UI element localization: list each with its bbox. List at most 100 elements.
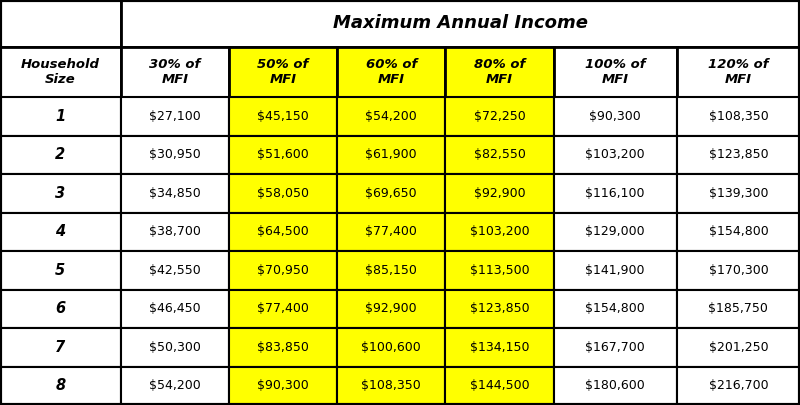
Text: $54,200: $54,200 bbox=[149, 379, 201, 392]
Text: $90,300: $90,300 bbox=[590, 110, 641, 123]
Text: $134,150: $134,150 bbox=[470, 341, 530, 354]
Text: $92,900: $92,900 bbox=[474, 187, 526, 200]
Text: Maximum Annual Income: Maximum Annual Income bbox=[333, 14, 588, 32]
Bar bbox=[446, 174, 554, 213]
Text: $46,450: $46,450 bbox=[149, 302, 201, 315]
Text: $141,900: $141,900 bbox=[586, 264, 645, 277]
Text: $129,000: $129,000 bbox=[586, 225, 645, 239]
Bar bbox=[337, 290, 446, 328]
Text: $34,850: $34,850 bbox=[149, 187, 201, 200]
Text: $92,900: $92,900 bbox=[366, 302, 417, 315]
Text: $123,850: $123,850 bbox=[709, 148, 768, 162]
Text: 60% of
MFI: 60% of MFI bbox=[366, 58, 417, 86]
Text: $139,300: $139,300 bbox=[709, 187, 768, 200]
Bar bbox=[677, 367, 800, 405]
Bar bbox=[0, 47, 121, 97]
Text: $201,250: $201,250 bbox=[709, 341, 768, 354]
Bar bbox=[677, 290, 800, 328]
Bar bbox=[0, 174, 121, 213]
Bar bbox=[229, 367, 337, 405]
Text: $27,100: $27,100 bbox=[149, 110, 201, 123]
Bar bbox=[0, 213, 121, 251]
Text: $58,050: $58,050 bbox=[257, 187, 309, 200]
Bar bbox=[121, 290, 229, 328]
Text: $30,950: $30,950 bbox=[149, 148, 201, 162]
Bar bbox=[121, 328, 229, 367]
Bar bbox=[0, 367, 121, 405]
Text: 100% of
MFI: 100% of MFI bbox=[585, 58, 646, 86]
Bar bbox=[677, 328, 800, 367]
Bar bbox=[337, 367, 446, 405]
Text: $38,700: $38,700 bbox=[149, 225, 201, 239]
Bar bbox=[446, 97, 554, 136]
Bar bbox=[446, 251, 554, 290]
Text: $167,700: $167,700 bbox=[586, 341, 645, 354]
Text: $113,500: $113,500 bbox=[470, 264, 530, 277]
Bar bbox=[554, 328, 677, 367]
Bar bbox=[677, 47, 800, 97]
Bar bbox=[121, 251, 229, 290]
Bar bbox=[229, 213, 337, 251]
Text: $70,950: $70,950 bbox=[257, 264, 309, 277]
Text: $116,100: $116,100 bbox=[586, 187, 645, 200]
Text: 8: 8 bbox=[55, 378, 66, 393]
Bar bbox=[0, 136, 121, 174]
Text: 1: 1 bbox=[55, 109, 66, 124]
Bar bbox=[337, 251, 446, 290]
Bar bbox=[121, 213, 229, 251]
Bar bbox=[554, 174, 677, 213]
Bar bbox=[229, 47, 337, 97]
Text: $185,750: $185,750 bbox=[709, 302, 768, 315]
Bar bbox=[337, 213, 446, 251]
Text: 2: 2 bbox=[55, 147, 66, 162]
Bar bbox=[446, 136, 554, 174]
Bar bbox=[0, 290, 121, 328]
Bar bbox=[121, 174, 229, 213]
Bar bbox=[337, 47, 446, 97]
Text: 120% of
MFI: 120% of MFI bbox=[708, 58, 769, 86]
Bar bbox=[337, 328, 446, 367]
Bar bbox=[0, 97, 121, 136]
Bar bbox=[121, 367, 229, 405]
Text: Household
Size: Household Size bbox=[21, 58, 100, 86]
Text: $83,850: $83,850 bbox=[257, 341, 309, 354]
Bar bbox=[229, 174, 337, 213]
Text: $108,350: $108,350 bbox=[709, 110, 768, 123]
Bar bbox=[446, 367, 554, 405]
Text: 7: 7 bbox=[55, 340, 66, 355]
Text: 3: 3 bbox=[55, 186, 66, 201]
Text: $108,350: $108,350 bbox=[362, 379, 421, 392]
Bar bbox=[677, 251, 800, 290]
Text: $100,600: $100,600 bbox=[362, 341, 421, 354]
Bar bbox=[0, 0, 121, 47]
Text: $123,850: $123,850 bbox=[470, 302, 530, 315]
Bar bbox=[229, 251, 337, 290]
Bar bbox=[229, 97, 337, 136]
Text: $85,150: $85,150 bbox=[366, 264, 417, 277]
Text: $180,600: $180,600 bbox=[586, 379, 645, 392]
Bar bbox=[337, 136, 446, 174]
Bar bbox=[446, 290, 554, 328]
Text: 6: 6 bbox=[55, 301, 66, 316]
Text: $77,400: $77,400 bbox=[366, 225, 417, 239]
Text: $61,900: $61,900 bbox=[366, 148, 417, 162]
Bar bbox=[229, 136, 337, 174]
Bar bbox=[446, 328, 554, 367]
Bar bbox=[554, 213, 677, 251]
Text: $216,700: $216,700 bbox=[709, 379, 768, 392]
Bar bbox=[121, 47, 229, 97]
Text: 80% of
MFI: 80% of MFI bbox=[474, 58, 525, 86]
Text: $69,650: $69,650 bbox=[366, 187, 417, 200]
Bar bbox=[677, 136, 800, 174]
Bar bbox=[121, 136, 229, 174]
Bar bbox=[337, 174, 446, 213]
Text: $77,400: $77,400 bbox=[257, 302, 309, 315]
Bar bbox=[554, 290, 677, 328]
Text: $51,600: $51,600 bbox=[257, 148, 309, 162]
Text: $54,200: $54,200 bbox=[366, 110, 417, 123]
Bar bbox=[0, 328, 121, 367]
Text: $154,800: $154,800 bbox=[586, 302, 645, 315]
Text: 5: 5 bbox=[55, 263, 66, 278]
Text: $103,200: $103,200 bbox=[470, 225, 530, 239]
Bar bbox=[0, 251, 121, 290]
